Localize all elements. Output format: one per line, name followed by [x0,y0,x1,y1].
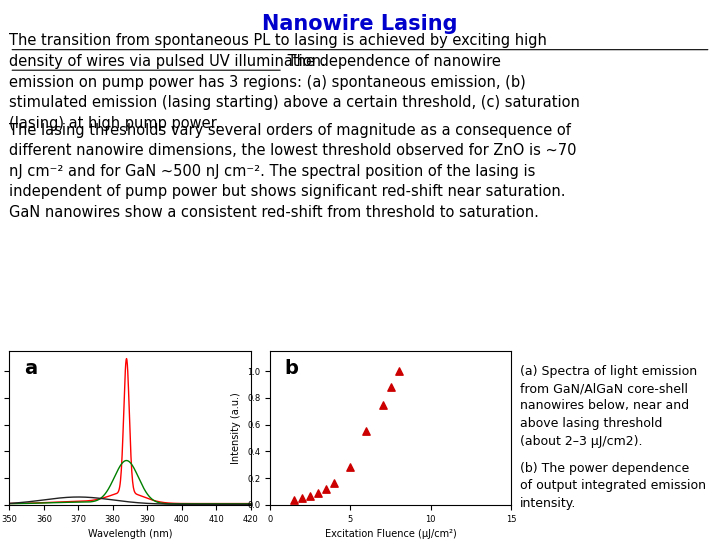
Text: a: a [24,359,37,377]
Point [305,491,316,500]
Y-axis label: Intensity (a.u.): Intensity (a.u.) [231,392,241,464]
Text: Nanowire Lasing: Nanowire Lasing [262,14,458,33]
X-axis label: Excitation Fluence (μJ/cm²): Excitation Fluence (μJ/cm²) [325,529,456,539]
Point [320,484,332,493]
Text: independent of pump power but shows significant red-shift near saturation.: independent of pump power but shows sign… [9,184,566,199]
Point [385,383,397,391]
Point [288,495,300,504]
Text: different nanowire dimensions, the lowest threshold observed for ZnO is ~70: different nanowire dimensions, the lowes… [9,143,577,158]
Text: density of wires via pulsed UV illumination.: density of wires via pulsed UV illuminat… [9,54,326,69]
Text: b: b [284,359,298,377]
Point [361,427,372,436]
Text: (b) The power dependence
of output integrated emission
intensity.: (b) The power dependence of output integ… [520,462,706,510]
Text: The dependence of nanowire: The dependence of nanowire [283,54,501,69]
Point [345,463,356,472]
Text: stimulated emission (lasing starting) above a certain threshold, (c) saturation: stimulated emission (lasing starting) ab… [9,95,580,110]
Text: emission on pump power has 3 regions: (a) spontaneous emission, (b): emission on pump power has 3 regions: (a… [9,75,526,90]
Point [312,489,324,497]
Text: (a) Spectra of light emission
from GaN/AlGaN core-shell
nanowires below, near an: (a) Spectra of light emission from GaN/A… [520,364,697,448]
Text: The lasing thresholds vary several orders of magnitude as a consequence of: The lasing thresholds vary several order… [9,123,571,138]
Point [297,494,308,503]
Text: The transition from spontaneous PL to lasing is achieved by exciting high: The transition from spontaneous PL to la… [9,33,547,49]
Point [393,367,405,375]
Text: GaN nanowires show a consistent red-shift from threshold to saturation.: GaN nanowires show a consistent red-shif… [9,205,539,220]
Text: (lasing) at high pump power.: (lasing) at high pump power. [9,116,220,131]
Point [328,479,340,488]
Text: nJ cm⁻² and for GaN ~500 nJ cm⁻². The spectral position of the lasing is: nJ cm⁻² and for GaN ~500 nJ cm⁻². The sp… [9,164,536,179]
X-axis label: Wavelength (nm): Wavelength (nm) [88,529,172,539]
Point [377,400,388,409]
